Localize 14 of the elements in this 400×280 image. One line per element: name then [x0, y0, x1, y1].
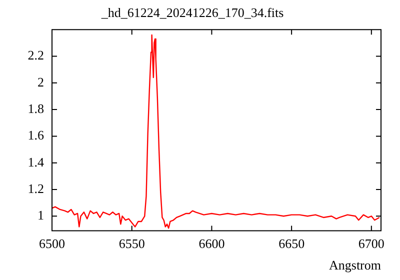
y-tick-label: 1.6	[28, 128, 44, 143]
y-tick-label: 1.8	[28, 100, 44, 116]
y-tick-label: 2	[38, 74, 44, 90]
x-tick-label: 6600	[198, 236, 225, 252]
x-tick-label: 6700	[358, 236, 384, 252]
x-tick-label: 6650	[278, 236, 305, 252]
y-tick-label: 1	[38, 208, 44, 223]
y-tick-label: 1.2	[28, 180, 44, 196]
x-axis-title: Angstrom	[329, 258, 381, 273]
y-tick-label: 1.4	[28, 154, 44, 170]
x-tick-label: 6550	[118, 236, 145, 252]
x-tick-label: 6500	[39, 236, 65, 252]
y-tick-label: 2.2	[28, 48, 44, 63]
chart-title: _hd_61224_20241226_170_34.fits	[100, 5, 284, 20]
